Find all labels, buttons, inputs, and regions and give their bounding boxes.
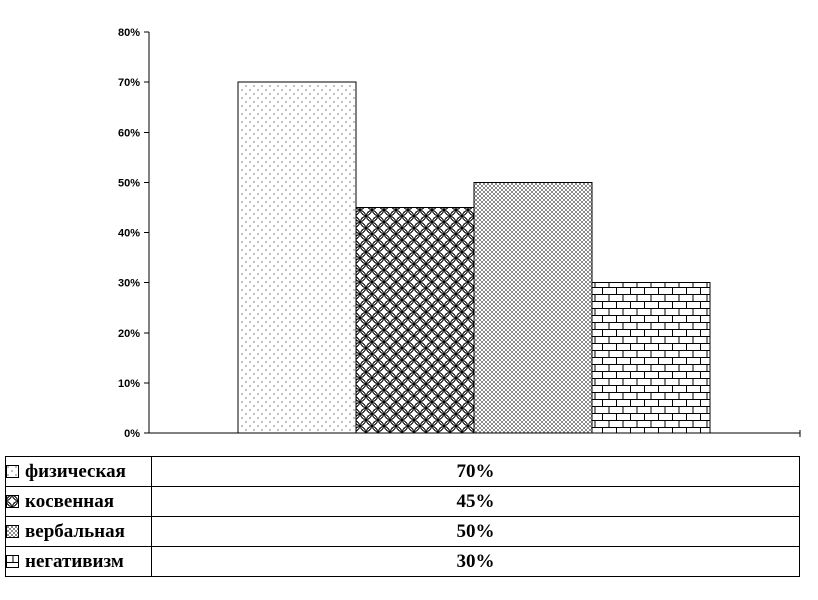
- y-axis-label: 0%: [124, 428, 140, 440]
- legend-category-cell: вербальная: [5, 516, 152, 547]
- y-axis-label: 50%: [118, 177, 140, 189]
- bar-crosshatch: [473, 181, 593, 434]
- legend-row: негативизм 30%: [5, 546, 800, 577]
- legend-label: косвенная: [25, 490, 114, 512]
- legend-category-cell: негативизм: [5, 546, 152, 577]
- bar-scales: [355, 206, 475, 434]
- legend-label: негативизм: [25, 550, 124, 572]
- legend-row: вербальная 50%: [5, 516, 800, 547]
- legend-category-cell: физическая: [5, 456, 152, 487]
- y-axis-label: 20%: [118, 328, 140, 340]
- bars-group: [237, 81, 711, 434]
- y-axis-ticks: 0% 10% 20% 30% 40% 50% 60% 70% 80%: [118, 27, 149, 440]
- dots-pattern-icon: [6, 464, 19, 478]
- legend-label: вербальная: [25, 520, 125, 542]
- y-axis-label: 10%: [118, 378, 140, 390]
- bricks-pattern-icon: [6, 554, 19, 568]
- bar-chart: 0% 10% 20% 30% 40% 50% 60% 70% 80%: [118, 27, 801, 440]
- legend-value: 45%: [151, 486, 800, 517]
- y-axis-label: 30%: [118, 278, 140, 290]
- legend-value: 70%: [151, 456, 800, 487]
- legend-row: физическая 70%: [5, 456, 800, 487]
- legend-value: 30%: [151, 546, 800, 577]
- legend-label: физическая: [25, 460, 126, 482]
- y-axis-label: 40%: [118, 228, 140, 240]
- legend-table: физическая 70% косвенная 45% вербальная …: [5, 456, 800, 577]
- bar-dots: [237, 81, 357, 434]
- legend-category-cell: косвенная: [5, 486, 152, 517]
- crosshatch-pattern-icon: [6, 524, 19, 538]
- y-axis-label: 80%: [118, 27, 140, 39]
- x-axis: [149, 430, 801, 437]
- y-axis-label: 70%: [118, 77, 140, 89]
- y-axis-label: 60%: [118, 127, 140, 139]
- legend-row: косвенная 45%: [5, 486, 800, 517]
- legend-value: 50%: [151, 516, 800, 547]
- bar-bricks: [591, 282, 711, 434]
- scales-pattern-icon: [6, 494, 19, 508]
